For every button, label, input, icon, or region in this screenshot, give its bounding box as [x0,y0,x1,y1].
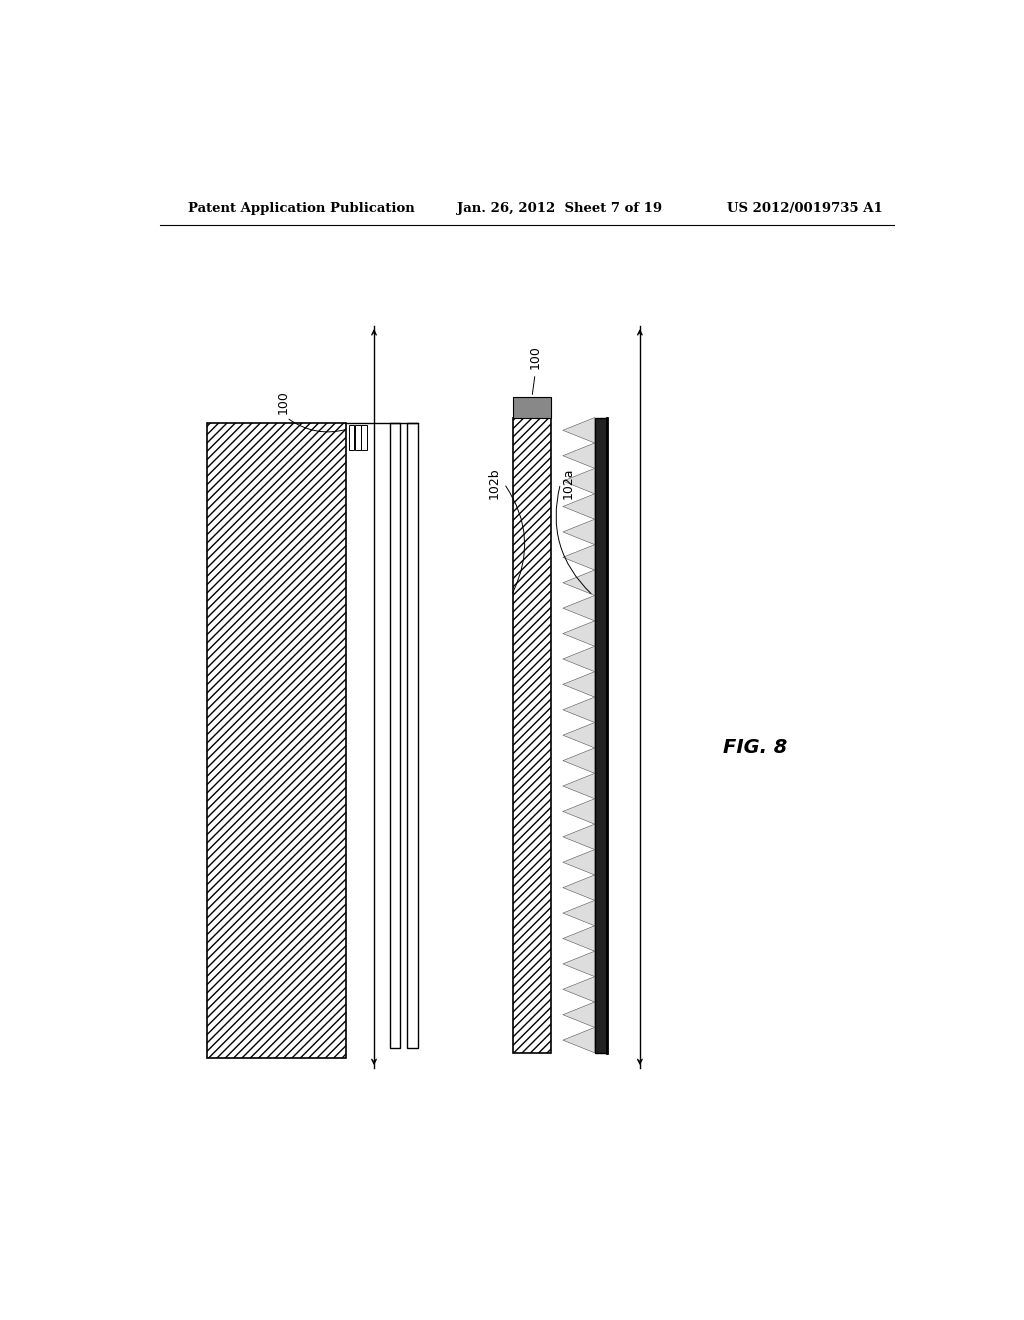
Bar [207,422,346,1057]
Bar [348,425,354,450]
Text: FIG. 8: FIG. 8 [723,738,787,758]
Text: 102a: 102a [562,467,574,499]
Bar [390,422,400,1048]
Text: Jan. 26, 2012  Sheet 7 of 19: Jan. 26, 2012 Sheet 7 of 19 [458,202,663,215]
Text: Patent Application Publication: Patent Application Publication [187,202,415,215]
Bar [513,417,551,1053]
Bar [408,422,418,1048]
Text: 100: 100 [276,391,289,414]
Bar [595,417,607,1053]
Bar [361,425,367,450]
Bar [513,397,551,417]
Text: 100: 100 [528,345,542,368]
Text: 102b: 102b [488,467,501,499]
Text: US 2012/0019735 A1: US 2012/0019735 A1 [727,202,883,215]
Bar [355,425,360,450]
